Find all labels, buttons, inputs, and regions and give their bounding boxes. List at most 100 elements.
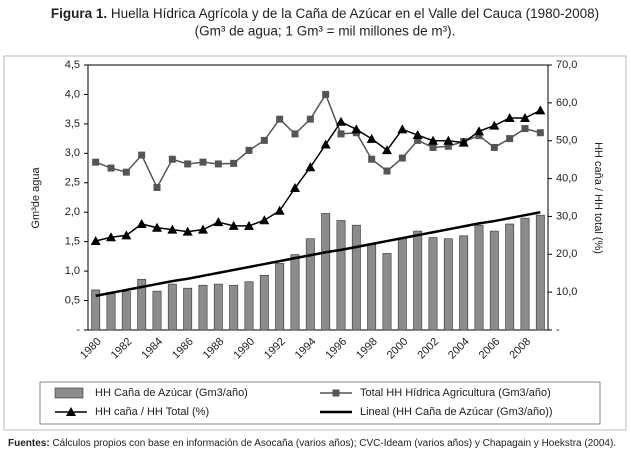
marker <box>244 220 254 230</box>
marker <box>198 224 208 234</box>
marker <box>107 164 115 172</box>
line <box>95 210 541 298</box>
x-tick-label: 1994 <box>293 336 319 362</box>
bar <box>336 220 346 331</box>
bar <box>367 244 377 331</box>
bar <box>106 293 116 331</box>
bar <box>413 230 423 331</box>
y2-tick-label: 70,0 <box>556 59 577 71</box>
marker <box>398 154 406 162</box>
marker <box>168 155 176 163</box>
marker <box>366 133 377 143</box>
bar <box>213 283 223 331</box>
legend-swatch <box>54 387 84 399</box>
marker <box>504 113 515 122</box>
bar <box>275 263 285 331</box>
x-tick-label: 1998 <box>354 336 380 362</box>
plot-area <box>87 64 549 331</box>
chart-title: Figura 1. Huella Hídrica Agrícola y de l… <box>51 6 599 21</box>
y2-tick-label: 50,0 <box>556 135 577 147</box>
x-tick-label: 2008 <box>507 336 533 362</box>
bar <box>397 238 407 331</box>
source-prefix: Fuentes: <box>8 438 50 449</box>
y-tick-label: 2,0 <box>65 206 80 218</box>
marker <box>167 224 178 234</box>
legend-label: Total HH Hídrica Agricultura (Gm3/año) <box>360 387 551 399</box>
y2-tick-label: 60,0 <box>556 97 577 109</box>
y-tick-label: 2,5 <box>65 177 80 189</box>
bar <box>183 287 193 331</box>
bar <box>152 290 162 331</box>
marker <box>122 168 130 176</box>
marker <box>306 115 314 123</box>
marker <box>121 230 132 240</box>
source: Fuentes: Cálculos propios con base en in… <box>8 438 616 449</box>
bar <box>505 223 515 331</box>
marker <box>274 205 285 215</box>
y-tick-label: 0,5 <box>65 294 80 306</box>
frame <box>3 55 627 431</box>
marker <box>475 132 483 140</box>
marker <box>536 129 544 137</box>
bar <box>459 235 469 331</box>
x-tick-label: 2006 <box>477 336 503 362</box>
marker <box>184 160 192 168</box>
marker <box>490 143 498 151</box>
marker <box>322 90 330 98</box>
marker <box>153 183 161 191</box>
y2-axis-label: HH caña / HH total (%) <box>592 142 604 254</box>
marker <box>214 160 222 168</box>
x-tick-label: 2002 <box>415 336 441 362</box>
y-axis-label: Gm³de agua <box>30 167 42 229</box>
marker <box>337 130 345 138</box>
bar <box>535 214 545 331</box>
bar <box>474 224 484 331</box>
legend-label: HH caña / HH Total (%) <box>95 406 209 418</box>
source-text: Cálculos propios con base en información… <box>52 438 616 449</box>
bar <box>351 224 361 331</box>
marker <box>520 113 530 122</box>
marker <box>521 125 529 133</box>
legend-box <box>39 381 601 425</box>
x-tick-label: 1980 <box>78 336 104 362</box>
bar <box>382 253 392 331</box>
marker <box>320 139 331 149</box>
y2-tick-label: 40,0 <box>556 172 577 184</box>
x-tick-label: 1988 <box>201 336 227 362</box>
y-tick-label: - <box>76 324 80 336</box>
marker <box>414 136 422 144</box>
marker <box>245 146 253 154</box>
marker <box>152 222 162 232</box>
marker <box>428 135 438 145</box>
line <box>95 109 541 242</box>
bar <box>198 284 208 331</box>
marker <box>397 124 408 134</box>
y-tick-label: 3,0 <box>65 147 80 159</box>
marker <box>305 162 316 172</box>
subtitle: (Gm³ de agua; 1 Gm³ = mil millones de m³… <box>195 24 456 39</box>
marker <box>444 142 452 150</box>
bar <box>520 217 530 331</box>
marker <box>230 159 238 167</box>
marker <box>106 232 116 242</box>
marker <box>351 124 362 134</box>
marker <box>506 135 514 143</box>
bar <box>259 274 269 331</box>
x-tick-label: 1982 <box>109 336 135 362</box>
marker <box>332 389 340 397</box>
bar <box>290 254 300 331</box>
marker <box>290 183 300 193</box>
y2-tick-label: 30,0 <box>556 210 577 222</box>
marker <box>92 158 100 166</box>
marker <box>199 158 207 166</box>
x-tick-label: 1992 <box>262 336 288 362</box>
marker <box>138 151 146 159</box>
legend-label: Lineal (HH Caña de Azúcar (Gm3/año)) <box>360 406 553 418</box>
y2-tick-label: - <box>556 324 560 336</box>
bar <box>244 281 254 331</box>
marker <box>382 145 392 155</box>
marker <box>90 236 101 246</box>
x-tick-label: 1984 <box>139 336 165 362</box>
x-tick-label: 1986 <box>170 336 196 362</box>
